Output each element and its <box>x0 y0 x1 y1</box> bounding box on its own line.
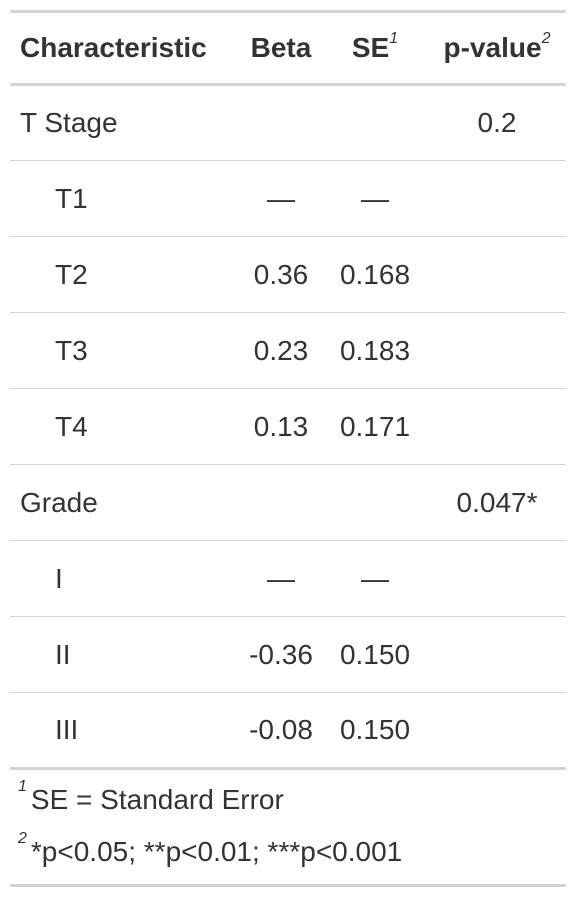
se-cell: 0.168 <box>339 258 411 290</box>
footnote-marker-2: 2 <box>541 29 551 47</box>
se-cell: 0.150 <box>339 638 411 670</box>
beta-cell: 0.13 <box>253 410 309 442</box>
pvalue-cell <box>428 693 566 769</box>
row-label: III <box>55 714 79 745</box>
table-row: Grade 0.047* <box>10 464 566 541</box>
row-label: T2 <box>55 258 88 290</box>
pvalue-cell <box>428 237 566 313</box>
beta-cell: -0.08 <box>249 714 313 745</box>
row-label: I <box>55 562 63 594</box>
beta-cell <box>240 465 322 541</box>
se-cell: 0.183 <box>339 334 411 366</box>
table-row: III -0.08 0.150 <box>10 692 566 769</box>
se-cell: — <box>361 562 389 594</box>
regression-table-container: Characteristic Beta SE1 p-value2 T Stage… <box>10 10 566 887</box>
table-row: II -0.36 0.150 <box>10 616 566 693</box>
beta-cell <box>240 85 322 161</box>
table-row: T2 0.36 0.168 <box>10 236 566 313</box>
row-label: T1 <box>55 182 88 214</box>
header-beta: Beta <box>250 32 312 63</box>
footnote-text: *p<0.05; **p<0.01; ***p<0.001 <box>30 836 403 867</box>
footnote-mark: 1 <box>18 777 27 795</box>
beta-cell: 0.36 <box>253 258 309 290</box>
se-cell: 0.171 <box>339 410 411 442</box>
se-cell <box>322 85 428 161</box>
pvalue-cell <box>428 541 566 617</box>
table-header: Characteristic Beta SE1 p-value2 <box>10 11 566 85</box>
table-row: I — — <box>10 540 566 617</box>
table-body: T Stage 0.2 T1 — — T2 0.36 0.168 T3 0.23… <box>10 85 566 769</box>
regression-table: Characteristic Beta SE1 p-value2 T Stage… <box>10 10 566 770</box>
pvalue-cell: 0.047* <box>456 486 538 518</box>
row-label: Grade <box>20 486 98 518</box>
beta-cell: 0.23 <box>253 334 309 366</box>
header-row: Characteristic Beta SE1 p-value2 <box>10 11 566 85</box>
se-cell <box>322 465 428 541</box>
footnote: 1 SE = Standard Error <box>10 774 566 826</box>
pvalue-cell <box>428 161 566 237</box>
beta-cell: -0.36 <box>249 638 313 670</box>
row-label: T3 <box>55 334 88 366</box>
pvalue-cell: 0.2 <box>477 107 517 138</box>
header-characteristic: Characteristic <box>20 32 207 63</box>
pvalue-cell <box>428 617 566 693</box>
footnote-mark: 2 <box>18 829 27 847</box>
table-row: T4 0.13 0.171 <box>10 388 566 465</box>
row-label: T Stage <box>20 107 118 138</box>
header-se: SE1 <box>351 29 399 63</box>
beta-cell: — <box>267 182 295 214</box>
pvalue-cell <box>428 389 566 465</box>
row-label: II <box>55 638 71 670</box>
row-label: T4 <box>55 410 88 442</box>
table-row: T Stage 0.2 <box>10 85 566 161</box>
footnote-text: SE = Standard Error <box>30 784 284 815</box>
table-row: T1 — — <box>10 160 566 237</box>
se-cell: — <box>361 182 389 214</box>
beta-cell: — <box>267 562 295 594</box>
footnote: 2 *p<0.05; **p<0.01; ***p<0.001 <box>10 826 566 878</box>
table-row: T3 0.23 0.183 <box>10 312 566 389</box>
table-footnotes: 1 SE = Standard Error 2 *p<0.05; **p<0.01;… <box>10 770 566 887</box>
header-pvalue: p-value2 <box>443 29 551 63</box>
se-cell: 0.150 <box>339 714 411 745</box>
pvalue-cell <box>428 313 566 389</box>
footnote-marker-1: 1 <box>389 29 399 47</box>
